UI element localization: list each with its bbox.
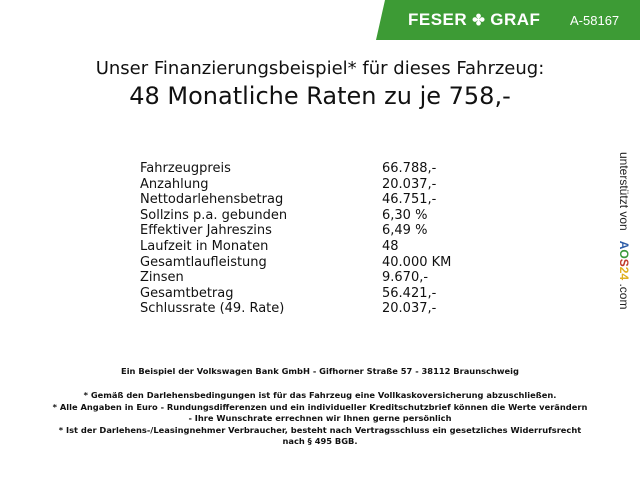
bank-info: Ein Beispiel der Volkswagen Bank GmbH - … — [121, 366, 519, 376]
brand-left: FESER — [408, 10, 468, 29]
table-row: Nettodarlehensbetrag 46.751,- — [140, 192, 480, 208]
table-row: Effektiver Jahreszins 6,49 % — [140, 223, 480, 239]
row-label: Zinsen — [140, 270, 184, 286]
row-value: 20.037,- — [382, 176, 437, 192]
row-value: 66.788,- — [382, 161, 437, 176]
footnote-2b: - Ihre Wunschrate errechnen wir Ihnen ge… — [188, 413, 452, 423]
sponsor-suffix: .com — [617, 283, 631, 310]
footnote-2a: * Alle Angaben in Euro - Rundungsdiffere… — [52, 402, 588, 412]
title-line2: 48 Monatliche Raten zu je 758,- — [129, 82, 511, 110]
row-label: Laufzeit in Monaten — [140, 238, 269, 254]
footnote-1: * Gemäß den Darlehensbedingungen ist für… — [83, 390, 557, 400]
row-label: Nettodarlehensbetrag — [140, 192, 284, 208]
table-row: Fahrzeugpreis 66.788,- — [140, 161, 480, 177]
row-value: 48 — [382, 238, 399, 254]
row-value: 56.421,- — [382, 285, 437, 301]
footnote-3b: nach § 495 BGB. — [282, 436, 358, 446]
row-label: Anzahlung — [140, 176, 209, 192]
row-value: 9.670,- — [382, 270, 429, 286]
brand-logo: FESER ✤ GRAF — [408, 10, 540, 30]
row-label: Gesamtlaufleistung — [140, 254, 267, 270]
sponsor-prefix: unterstützt von — [617, 152, 631, 231]
row-value: 40.000 KM — [382, 254, 452, 270]
finance-table: Fahrzeugpreis 66.788,- Anzahlung 20.037,- Ne… — [140, 161, 480, 317]
row-label: Effektiver Jahreszins — [140, 223, 272, 239]
row-label: Fahrzeugpreis — [140, 161, 231, 176]
table-row: Anzahlung 20.037,- — [140, 177, 480, 193]
sponsor-note: unterstützt von AOS24 .com — [617, 152, 631, 309]
table-row: Schlussrate (49. Rate) 20.037,- — [140, 301, 480, 317]
title-line1: Unser Finanzierungsbeispiel* für dieses … — [95, 58, 545, 79]
table-row: Sollzins p.a. gebunden 6,30 % — [140, 208, 480, 224]
row-label: Gesamtbetrag — [140, 285, 234, 301]
row-value: 6,30 % — [382, 207, 428, 223]
vehicle-code: A-58167 — [570, 13, 620, 28]
aos24-logo: AOS24 — [617, 240, 631, 281]
table-row: Gesamtlaufleistung 40.000 KM — [140, 255, 480, 271]
table-row: Gesamtbetrag 56.421,- — [140, 286, 480, 302]
header-banner — [376, 0, 640, 40]
brand-right: GRAF — [490, 10, 541, 29]
table-row: Zinsen 9.670,- — [140, 270, 480, 286]
row-label: Sollzins p.a. gebunden — [140, 207, 288, 223]
clover-icon: ✤ — [472, 12, 486, 29]
row-label: Schlussrate (49. Rate) — [140, 301, 285, 317]
row-value: 20.037,- — [382, 301, 437, 317]
table-row: Laufzeit in Monaten 48 — [140, 239, 480, 255]
row-value: 6,49 % — [382, 223, 428, 239]
footnote-3a: * Ist der Darlehens-/Leasingnehmer Verbr… — [58, 425, 582, 435]
row-value: 46.751,- — [382, 192, 437, 208]
